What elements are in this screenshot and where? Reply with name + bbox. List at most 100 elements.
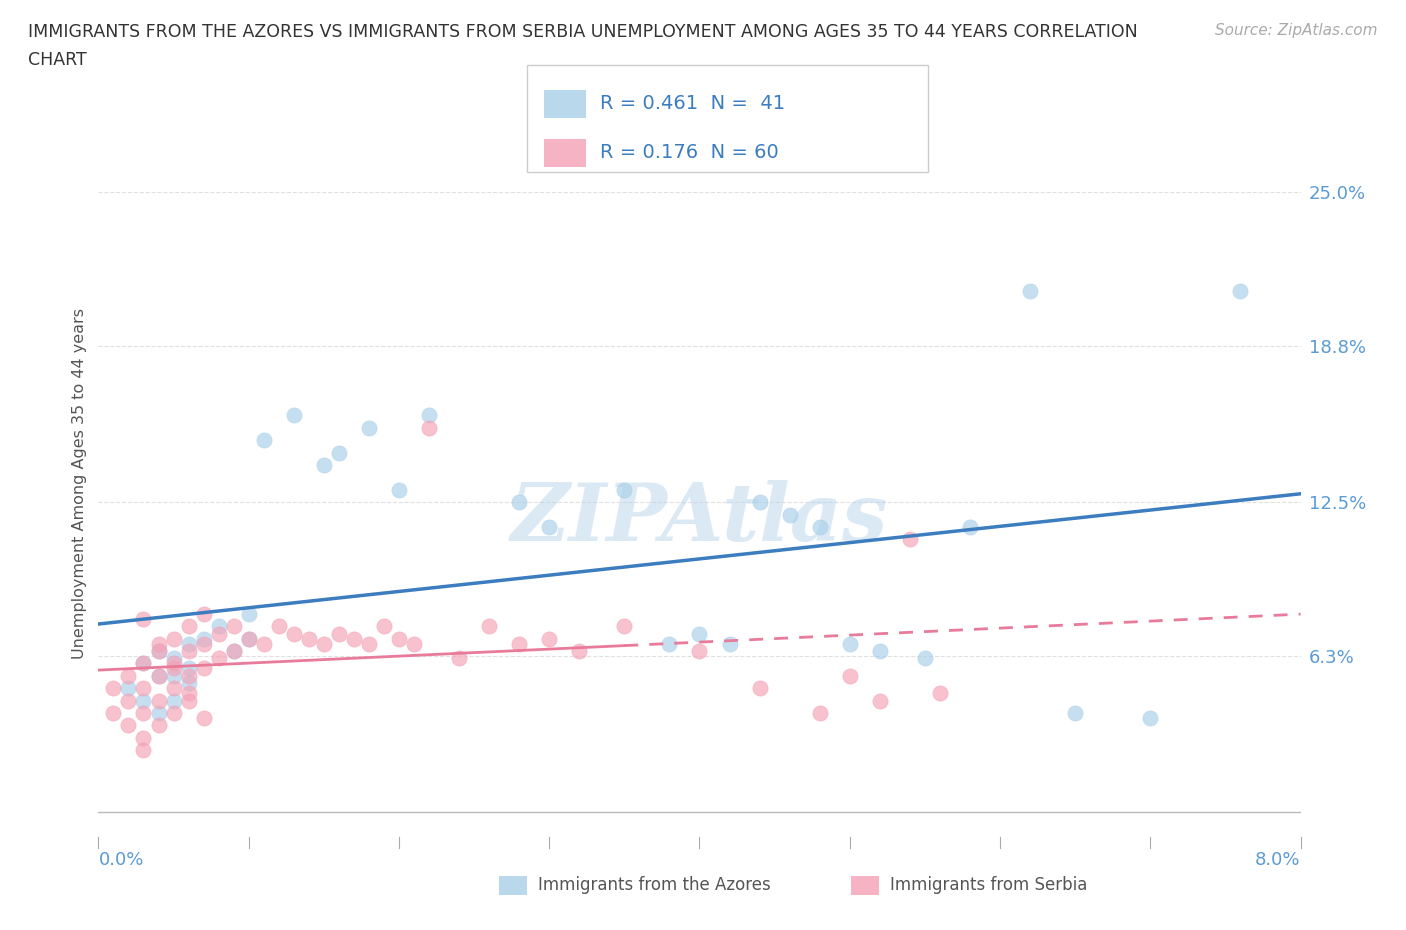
Point [162,656,184,671]
Point [1019,284,1042,299]
Point [222,618,245,633]
Point [162,681,184,696]
Point [177,636,200,651]
Point [689,626,711,641]
Text: Immigrants from Serbia: Immigrants from Serbia [890,876,1087,895]
Point [162,693,184,708]
Point [148,644,170,658]
Point [253,432,276,447]
Point [162,651,184,666]
Point [208,651,231,666]
Text: Immigrants from the Azores: Immigrants from the Azores [538,876,772,895]
Point [117,693,139,708]
Point [117,669,139,684]
Point [328,626,350,641]
Point [613,618,636,633]
Point [222,644,245,658]
Point [388,483,411,498]
Point [193,606,215,621]
Point [298,631,321,646]
Point [388,631,411,646]
Point [177,693,200,708]
Point [312,458,335,472]
Point [222,644,245,658]
Point [177,644,200,658]
Point [193,636,215,651]
Point [343,631,366,646]
Point [132,681,155,696]
Point [447,651,470,666]
Point [1064,706,1087,721]
Point [148,693,170,708]
Point [238,606,260,621]
Point [117,718,139,733]
Point [132,693,155,708]
Point [718,636,741,651]
Point [177,676,200,691]
Point [208,618,231,633]
Text: IMMIGRANTS FROM THE AZORES VS IMMIGRANTS FROM SERBIA UNEMPLOYMENT AMONG AGES 35 : IMMIGRANTS FROM THE AZORES VS IMMIGRANTS… [28,23,1137,41]
Point [357,420,380,435]
Point [283,408,305,423]
Point [402,636,425,651]
Point [238,631,260,646]
Point [898,532,921,547]
Point [117,681,139,696]
Point [132,656,155,671]
Point [253,636,276,651]
Point [132,743,155,758]
Point [148,644,170,658]
Point [328,445,350,460]
Point [508,636,530,651]
Point [267,618,290,633]
Point [658,636,681,651]
Point [613,483,636,498]
Point [418,408,440,423]
Point [193,711,215,725]
Point [148,706,170,721]
Point [148,636,170,651]
Point [928,685,950,700]
Point [418,420,440,435]
Point [808,520,831,535]
Text: R = 0.461  N =  41: R = 0.461 N = 41 [600,94,786,113]
Text: 8.0%: 8.0% [1256,851,1301,870]
Point [103,706,125,721]
Point [177,618,200,633]
Point [148,669,170,684]
Text: 0.0%: 0.0% [98,851,143,870]
Point [193,631,215,646]
Point [869,644,891,658]
Point [103,681,125,696]
Text: ZIPAtlas: ZIPAtlas [510,480,889,558]
Point [132,656,155,671]
Point [148,718,170,733]
Point [177,669,200,684]
Point [312,636,335,651]
Point [748,681,770,696]
Point [568,644,591,658]
Point [538,520,561,535]
Y-axis label: Unemployment Among Ages 35 to 44 years: Unemployment Among Ages 35 to 44 years [72,308,87,659]
Point [1229,284,1251,299]
Point [177,685,200,700]
Point [162,631,184,646]
Point [959,520,981,535]
Point [478,618,501,633]
Point [508,495,530,510]
Point [538,631,561,646]
Point [132,730,155,745]
Text: CHART: CHART [28,51,87,69]
Point [779,507,801,522]
Point [914,651,936,666]
Point [238,631,260,646]
Point [148,669,170,684]
Point [283,626,305,641]
Point [869,693,891,708]
Point [132,611,155,626]
Point [689,644,711,658]
Point [357,636,380,651]
Point [748,495,770,510]
Point [838,636,860,651]
Point [208,626,231,641]
